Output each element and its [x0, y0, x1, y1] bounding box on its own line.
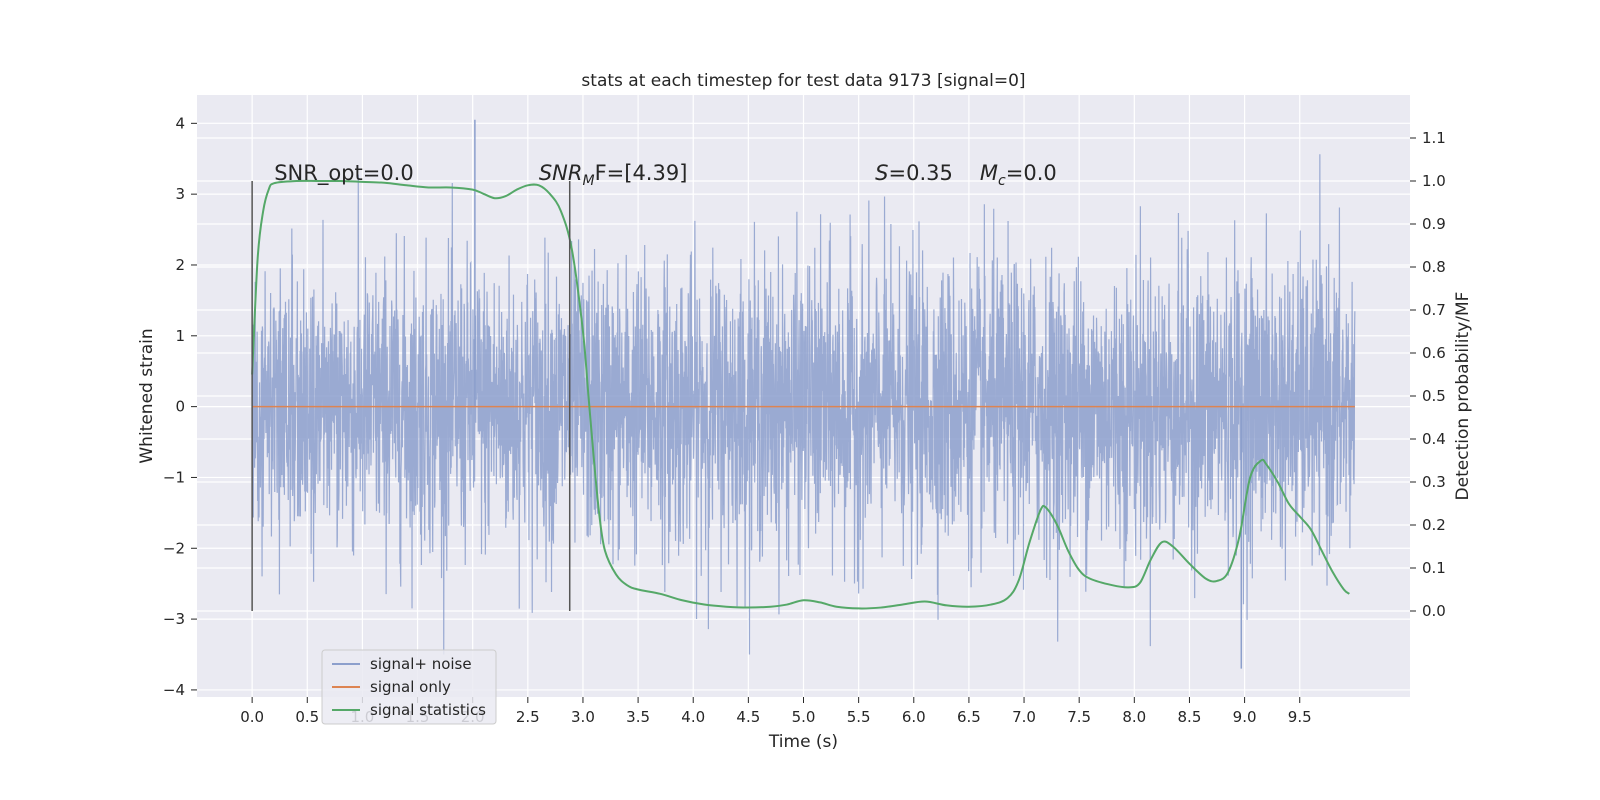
y-tick-label-right: 0.3	[1422, 473, 1446, 491]
x-tick-label: 7.5	[1067, 708, 1091, 726]
x-tick-label: 7.0	[1012, 708, 1036, 726]
x-tick-label: 8.0	[1122, 708, 1146, 726]
y-tick-label-right: 0.6	[1422, 344, 1446, 362]
y-tick-label-left: 1	[175, 327, 185, 345]
y-tick-label-left: −4	[163, 681, 185, 699]
x-tick-label: 6.0	[902, 708, 926, 726]
annotation-2: SNRMF=[4.39]	[539, 161, 688, 189]
y-tick-label-left: 4	[175, 114, 185, 132]
y-tick-label-right: 0.2	[1422, 516, 1446, 534]
y-tick-label-left: 2	[175, 256, 185, 274]
legend-entry-label: signal statistics	[370, 701, 486, 719]
y-axis-label-right: Detection probability/MF	[1453, 292, 1473, 501]
x-tick-label: 9.5	[1288, 708, 1312, 726]
x-tick-label: 8.5	[1178, 708, 1202, 726]
x-tick-label: 5.0	[792, 708, 816, 726]
x-tick-label: 0.0	[240, 708, 264, 726]
y-tick-label-right: 1.0	[1422, 172, 1446, 190]
y-tick-label-left: 0	[175, 398, 185, 416]
x-axis-label: Time (s)	[768, 732, 838, 752]
x-tick-label: 2.5	[516, 708, 540, 726]
annotation-3: S=0.35	[875, 161, 953, 185]
x-tick-label: 6.5	[957, 708, 981, 726]
legend: signal+ noise signal only signal statistic…	[322, 650, 496, 724]
y-tick-label-right: 0.4	[1422, 430, 1446, 448]
x-tick-label: 4.5	[736, 708, 760, 726]
x-tick-label: 0.5	[295, 708, 319, 726]
y-tick-label-left: −3	[163, 610, 185, 628]
x-tick-label: 4.0	[681, 708, 705, 726]
y-tick-label-right: 0.9	[1422, 215, 1446, 233]
x-tick-label: 5.5	[847, 708, 871, 726]
y-tick-label-right: 0.7	[1422, 301, 1446, 319]
x-tick-label: 3.5	[626, 708, 650, 726]
y-tick-label-left: −1	[163, 468, 185, 486]
y-tick-label-right: 0.1	[1422, 559, 1446, 577]
y-tick-label-left: −2	[163, 539, 185, 557]
y-tick-label-right: 1.1	[1422, 129, 1446, 147]
chart-title: stats at each timestep for test data 917…	[581, 71, 1025, 91]
legend-entry-label: signal+ noise	[370, 655, 472, 673]
y-axis-label-left: Whitened strain	[137, 328, 157, 463]
y-tick-label-right: 0.5	[1422, 387, 1446, 405]
x-tick-label: 3.0	[571, 708, 595, 726]
y-tick-label-right: 0.0	[1422, 602, 1446, 620]
annotation-4: Mc=0.0	[980, 161, 1057, 189]
y-tick-label-left: 3	[175, 185, 185, 203]
annotation-1: SNR_opt=0.0	[274, 161, 414, 186]
y-tick-label-right: 0.8	[1422, 258, 1446, 276]
x-tick-label: 9.0	[1233, 708, 1257, 726]
legend-entry-label: signal only	[370, 678, 451, 696]
annotations: SNR_opt=0.0 SNRMF=[4.39] S=0.35 Mc=0.0	[274, 161, 1057, 189]
